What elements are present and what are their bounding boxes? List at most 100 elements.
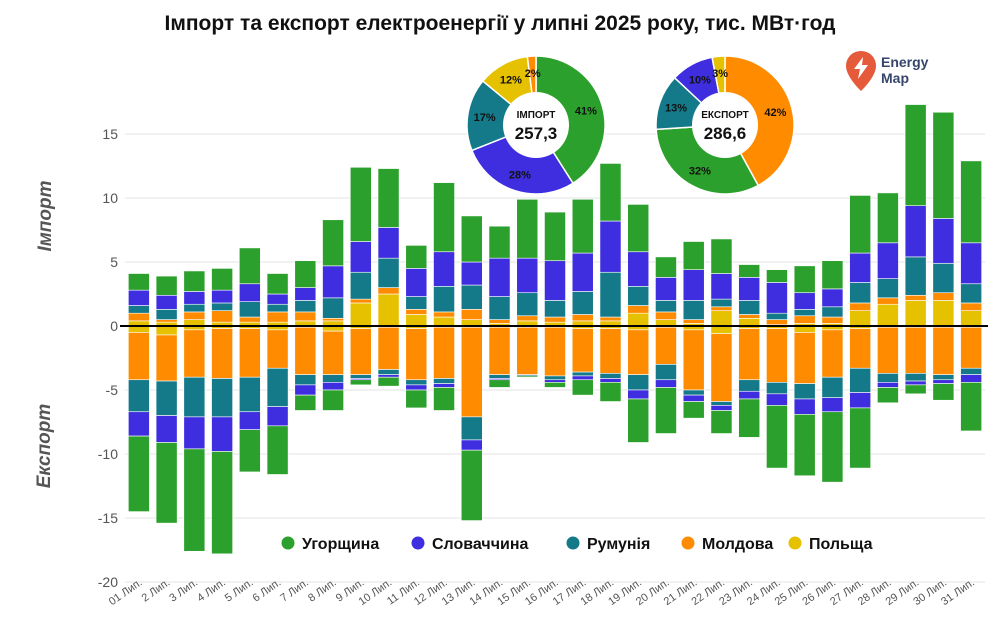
bar-segment-import	[738, 264, 761, 278]
bar-segment-import	[183, 311, 206, 320]
logo-text-line2: Map	[881, 70, 909, 86]
x-tick-label: 8 Лип.	[306, 577, 339, 605]
pie-slice-label: 10%	[689, 74, 711, 86]
bar-segment-export	[682, 389, 705, 396]
bar-segment-import	[738, 318, 761, 327]
bar-segment-import	[155, 275, 178, 296]
bar-segment-export	[183, 416, 206, 450]
legend-marker	[411, 536, 425, 550]
bar-segment-export	[349, 379, 372, 386]
bar-segment-import	[155, 294, 178, 310]
bar-segment-export	[821, 411, 844, 483]
bar-segment-export	[211, 328, 233, 379]
bar-segment-export	[571, 371, 594, 377]
bar-segment-import	[460, 309, 483, 320]
bar-segment-export	[655, 364, 677, 381]
bar-segment-export	[599, 378, 622, 383]
bar-segment-import	[377, 227, 400, 259]
bar-segment-import	[877, 192, 899, 244]
bar-segment-export	[544, 326, 566, 377]
bar-segment-import	[849, 282, 872, 304]
bar-segment-export	[877, 382, 899, 388]
legend-label: Румунія	[587, 536, 650, 553]
bar-segment-import	[211, 268, 233, 291]
x-tick-label: 2 Лип.	[140, 577, 173, 605]
bar-segment-export	[877, 387, 899, 404]
bar-segment-import	[738, 314, 761, 319]
bar-segment-import	[599, 271, 622, 318]
bar-segment-export	[849, 407, 872, 469]
logo-text-line1: Energy	[881, 54, 929, 70]
bar-segment-import	[516, 198, 539, 259]
bar-segment-import	[322, 265, 344, 299]
bar-segment-export	[433, 383, 455, 388]
bar-segment-export	[322, 330, 344, 375]
bar-segment-import	[488, 296, 511, 320]
bar-segment-export	[655, 379, 677, 388]
bar-segment-export	[128, 379, 150, 413]
bar-segment-export	[155, 442, 178, 524]
bar-segment-export	[793, 383, 816, 400]
bar-segment-import	[460, 261, 483, 286]
pie-slice-label: 41%	[575, 105, 597, 117]
bar-segment-export	[821, 376, 844, 398]
pie-slice-label: 13%	[665, 102, 687, 114]
bar-segment-export	[932, 383, 955, 401]
bar-segment-import	[322, 297, 344, 319]
bar-segment-export	[488, 379, 511, 388]
bar-segment-import	[710, 273, 733, 300]
bar-segment-import	[627, 286, 650, 306]
bar-segment-import	[294, 311, 317, 322]
bar-segment-export	[405, 379, 428, 386]
bar-segment-export	[405, 384, 428, 391]
bar-segment-export	[932, 374, 955, 381]
bar-segment-import	[516, 257, 539, 294]
pie-slice	[470, 124, 575, 195]
bar-segment-import	[960, 160, 982, 244]
bar-segment-export	[155, 325, 178, 336]
bar-segment-import	[183, 291, 206, 305]
bar-segment-export	[183, 448, 206, 552]
bar-segment-import	[405, 296, 428, 310]
pie-slice-label: 3%	[712, 68, 728, 80]
bar-segment-export	[793, 414, 816, 477]
bar-segment-import	[405, 245, 428, 269]
bar-segment-import	[960, 310, 982, 327]
bar-segment-import	[627, 312, 650, 327]
bar-segment-export	[710, 333, 733, 402]
bar-segment-export	[405, 389, 428, 409]
bar-segment-import	[849, 252, 872, 283]
bar-segment-import	[710, 310, 733, 327]
bar-segment-import	[183, 270, 206, 292]
legend-label: Молдова	[702, 536, 773, 553]
bar-segment-import	[294, 300, 317, 313]
bar-segment-export	[571, 379, 594, 396]
bar-segment-import	[349, 166, 372, 242]
bar-segment-import	[599, 220, 622, 273]
pie-center-label: ІМПОРТ	[517, 110, 556, 121]
bar-segment-export	[710, 401, 733, 406]
bar-segment-import	[433, 182, 455, 253]
bar-segment-export	[738, 390, 761, 400]
bar-segment-export	[571, 375, 594, 381]
bar-segment-import	[128, 273, 150, 291]
bar-segment-export	[682, 401, 705, 419]
bar-segment-import	[155, 309, 178, 320]
bar-segment-import	[571, 291, 594, 315]
bar-segment-export	[738, 328, 761, 381]
bar-segment-import	[682, 319, 705, 324]
bar-segment-export	[128, 435, 150, 512]
bar-segment-import	[960, 242, 982, 285]
y-tick-label: 10	[102, 190, 118, 206]
bar-segment-export	[571, 328, 594, 373]
bar-segment-export	[183, 329, 206, 378]
bar-segment-import	[377, 293, 400, 327]
x-tick-label: 3 Лип.	[167, 577, 200, 605]
bar-segment-export	[544, 382, 566, 388]
bar-segment-export	[516, 375, 539, 378]
bar-segment-import	[877, 303, 899, 327]
bar-segment-export	[766, 393, 788, 406]
bar-segment-export	[793, 332, 816, 384]
bar-segment-import	[766, 319, 788, 326]
bar-segment-export	[433, 387, 455, 411]
